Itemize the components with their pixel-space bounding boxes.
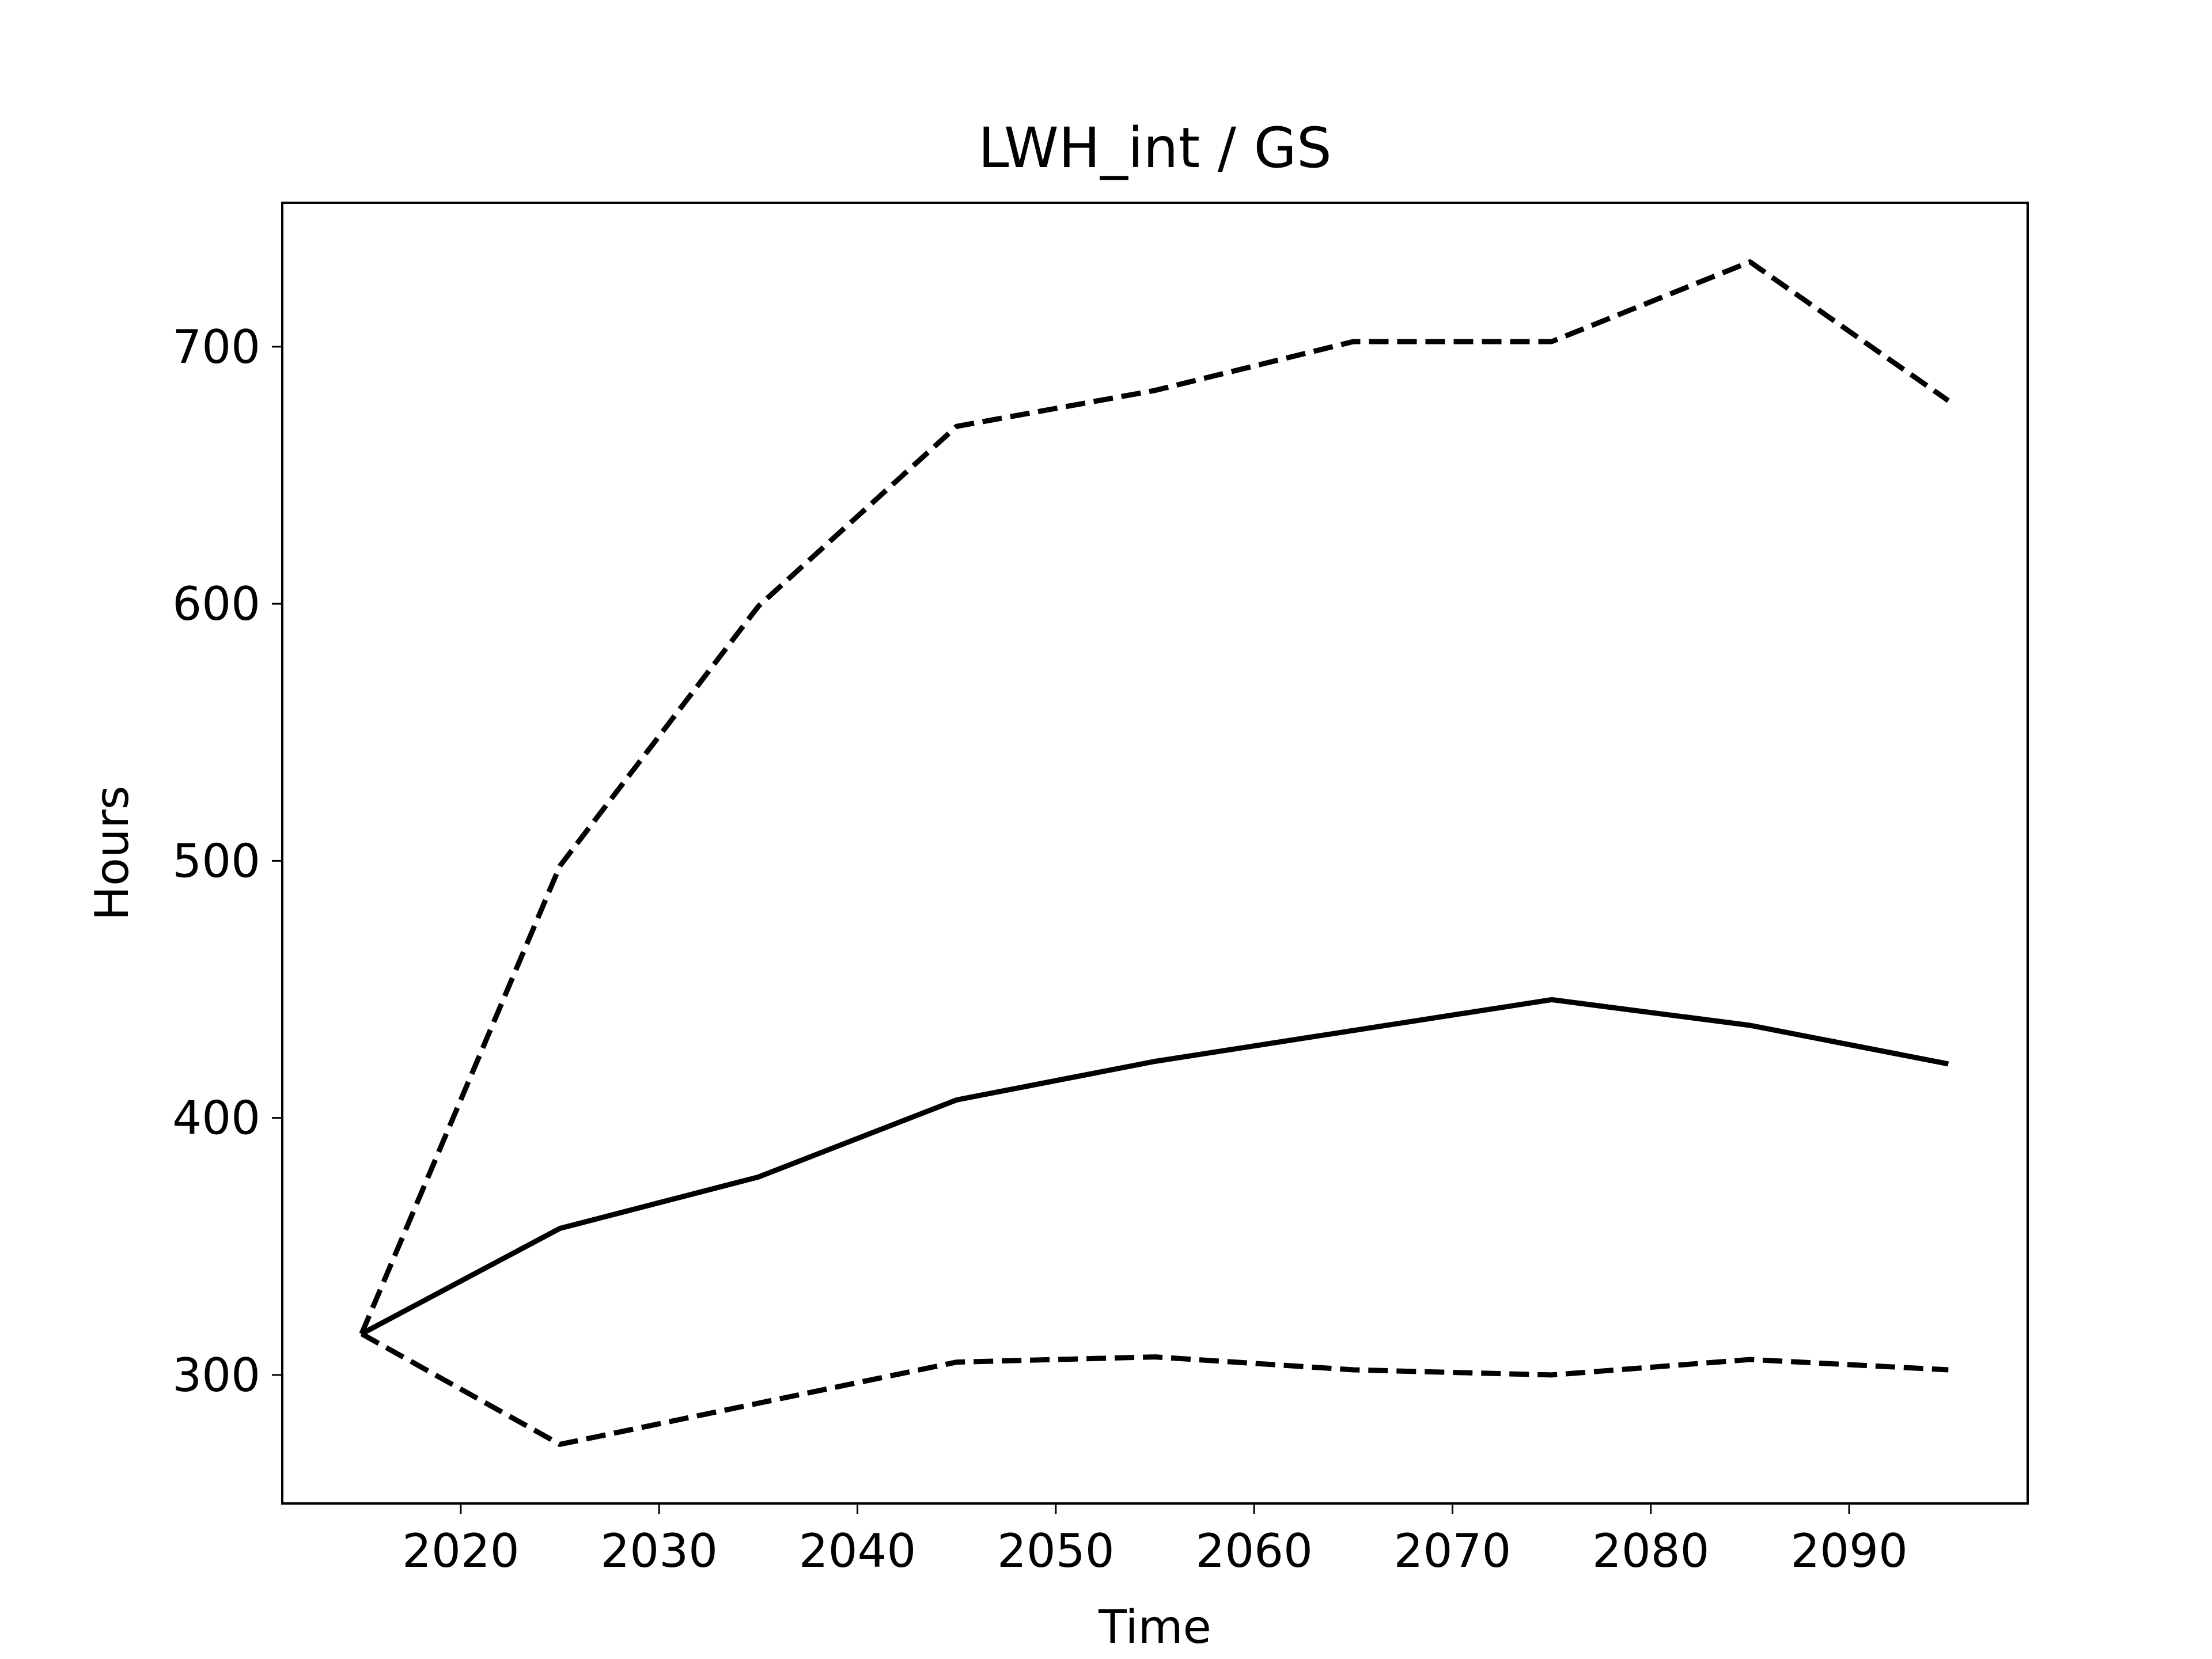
plot-area-frame bbox=[281, 202, 2029, 1505]
y-tick-label: 400 bbox=[172, 1092, 260, 1145]
x-tick-label: 2030 bbox=[600, 1524, 718, 1578]
series-solid-line bbox=[360, 997, 1949, 1336]
x-tick-label: 2080 bbox=[1592, 1524, 1710, 1578]
y-tick-label: 500 bbox=[172, 834, 260, 888]
x-tick-label: 2060 bbox=[1195, 1524, 1313, 1578]
series-upper-dashed-line bbox=[359, 259, 1950, 1335]
series-layer bbox=[359, 259, 1950, 1447]
x-tick-label: 2090 bbox=[1790, 1524, 1908, 1578]
x-axis-label: Time bbox=[1098, 1600, 1211, 1654]
series-lower-dashed-line bbox=[360, 1331, 1949, 1447]
y-axis-label: Hours bbox=[85, 786, 139, 921]
y-tick-label: 700 bbox=[172, 320, 260, 374]
y-axis-ticks: 300 400 500 600 700 bbox=[172, 320, 282, 1402]
x-tick-label: 2050 bbox=[997, 1524, 1115, 1578]
chart-title: LWH_int / GS bbox=[978, 116, 1332, 180]
x-tick-label: 2040 bbox=[799, 1524, 916, 1578]
x-axis-ticks: 2020 2030 2040 2050 2060 2070 2080 2090 bbox=[402, 1503, 1908, 1578]
x-tick-label: 2070 bbox=[1394, 1524, 1512, 1578]
x-tick-label: 2020 bbox=[402, 1524, 520, 1578]
y-tick-label: 600 bbox=[172, 577, 260, 631]
y-tick-label: 300 bbox=[172, 1349, 260, 1402]
